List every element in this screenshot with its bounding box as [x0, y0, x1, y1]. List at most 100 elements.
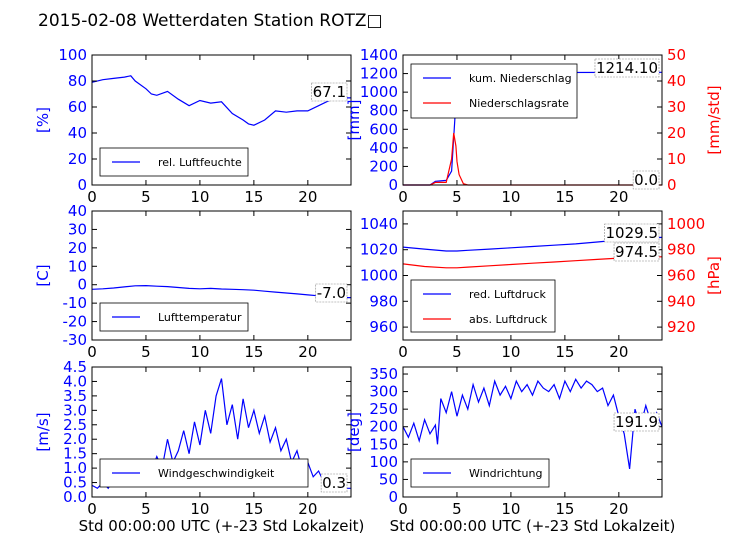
legend-label: Windgeschwindigkeit [158, 467, 275, 480]
y-tick-label: 40 [68, 124, 87, 142]
legend-box [410, 63, 578, 119]
legend-label: Niederschlagsrate [469, 97, 569, 110]
x-tick-label: 10 [190, 188, 209, 206]
y-tick-label: 4.5 [63, 358, 87, 376]
x-tick-label: 20 [609, 343, 628, 361]
y-tick-label: 3.0 [63, 401, 87, 419]
y-tick-label: 0.5 [63, 474, 87, 492]
value-annotation: 974.5 [615, 243, 658, 261]
y-tick-label: 800 [369, 102, 398, 120]
y-tick-label: 1000 [360, 267, 398, 285]
value-annotation-box [311, 82, 348, 102]
x-tick-label: 20 [609, 500, 628, 518]
legend-box [410, 279, 556, 333]
value-annotation-box [604, 223, 660, 243]
x-tick-label: 20 [298, 343, 317, 361]
y2-tick-label: 920 [667, 318, 696, 336]
value-annotation-box [315, 283, 348, 303]
value-annotation: 191.9 [615, 413, 658, 431]
value-annotation: 67.1 [313, 83, 346, 101]
legend-label: red. Luftdruck [469, 288, 546, 301]
axes-frame [402, 54, 663, 186]
x-tick-label: 10 [501, 500, 520, 518]
y-tick-label: 0 [388, 176, 398, 194]
value-annotation: 0.0 [634, 171, 658, 189]
x-tick-label: 5 [141, 188, 151, 206]
y-tick-label: 0 [77, 176, 87, 194]
y-axis-label: [mm] [345, 100, 363, 141]
x-tick-label: 0 [87, 343, 97, 361]
y-tick-label: 30 [68, 220, 87, 238]
y2-tick-label: 50 [667, 46, 686, 64]
y2-tick-label: 1000 [667, 215, 705, 233]
panel-precipitation: 0 5 10 15 2002004006008001000120014000102030… [345, 46, 723, 206]
legend-label: kum. Niederschlag [469, 72, 572, 85]
x-tick-label: 5 [141, 343, 151, 361]
x-tick-label: 10 [501, 343, 520, 361]
x-tick-label: 10 [501, 188, 520, 206]
value-annotation: 1029.5 [606, 224, 659, 242]
value-annotation: 0.3 [322, 474, 346, 492]
y2-tick-label: 10 [667, 150, 686, 168]
x-tick-label: 20 [609, 188, 628, 206]
y2-tick-label: 0 [667, 176, 677, 194]
y2-axis-label: [hPa] [705, 256, 723, 295]
y-tick-label: 1400 [360, 46, 398, 64]
value-annotation-box [320, 473, 348, 493]
y-tick-label: 20 [68, 239, 87, 257]
x-tick-label: 15 [555, 343, 574, 361]
y-tick-label: 1020 [360, 241, 398, 259]
y-tick-label: 2.0 [63, 430, 87, 448]
y-tick-label: 980 [369, 292, 398, 310]
y-axis-label: [C] [34, 264, 52, 286]
y-tick-label: -10 [63, 294, 88, 312]
panel-humidity: 0 5 10 15 20 0 20 40 60 80 100 [%] rel. Luftfeuchte 6… [34, 46, 352, 206]
y-tick-label: 600 [369, 120, 398, 138]
value-annotation-box [594, 58, 660, 78]
axes-frame [402, 366, 663, 498]
y-tick-label: 300 [369, 383, 398, 401]
figure-title: 2015-02-08 Wetterdaten Station ROTZ□ [38, 11, 383, 31]
x-tick-label: 20 [298, 188, 317, 206]
x-tick-label: 5 [141, 500, 151, 518]
y-tick-label: 2.5 [63, 416, 87, 434]
y-tick-label: 60 [68, 98, 87, 116]
y2-tick-label: 30 [667, 98, 686, 116]
y-tick-label: 960 [369, 318, 398, 336]
y-axis-label: [m/s] [34, 412, 52, 451]
y-tick-label: 1.5 [63, 445, 87, 463]
value-annotation: 1214.10 [596, 59, 658, 77]
axes-frame [91, 54, 352, 186]
x-tick-label: 15 [244, 500, 263, 518]
panel-temperature: 0 5 10 15 20-30-20-10010203040[C]Lufttempera… [34, 202, 352, 361]
y2-tick-label: 940 [667, 292, 696, 310]
x-tick-label: 15 [555, 188, 574, 206]
y2-tick-label: 960 [667, 267, 696, 285]
x-axis-label: Std 00:00:00 UTC (+-23 Std Lokalzeit) [79, 517, 365, 535]
y-tick-label: 150 [369, 435, 398, 453]
y-axis-label: [deg] [345, 412, 363, 452]
x-tick-label: 15 [555, 500, 574, 518]
x-tick-label: 15 [244, 188, 263, 206]
y-tick-label: 200 [369, 418, 398, 436]
x-axis-label: Std 00:00:00 UTC (+-23 Std Lokalzeit) [390, 517, 676, 535]
y-tick-label: 50 [379, 470, 398, 488]
y-tick-label: 1200 [360, 65, 398, 83]
value-annotation-box [632, 170, 660, 190]
y-tick-label: 40 [68, 202, 87, 220]
x-tick-label: 0 [398, 188, 408, 206]
x-tick-label: 5 [452, 500, 462, 518]
y-axis-label: [%] [34, 107, 52, 133]
y-tick-label: 3.5 [63, 387, 87, 405]
y-tick-label: 1.0 [63, 459, 87, 477]
x-tick-label: 0 [398, 343, 408, 361]
y-tick-label: 100 [369, 453, 398, 471]
y-tick-label: 100 [58, 46, 87, 64]
y-tick-label: -30 [63, 331, 88, 349]
value-annotation-box [613, 412, 660, 432]
x-tick-label: 0 [87, 188, 97, 206]
panel-wind_speed: 0 5 10 15 20 0.00.51.01.52.02.53.03.54.04.5 [m… [34, 358, 364, 535]
y-tick-label: 0.0 [63, 488, 87, 506]
x-tick-label: 0 [398, 500, 408, 518]
